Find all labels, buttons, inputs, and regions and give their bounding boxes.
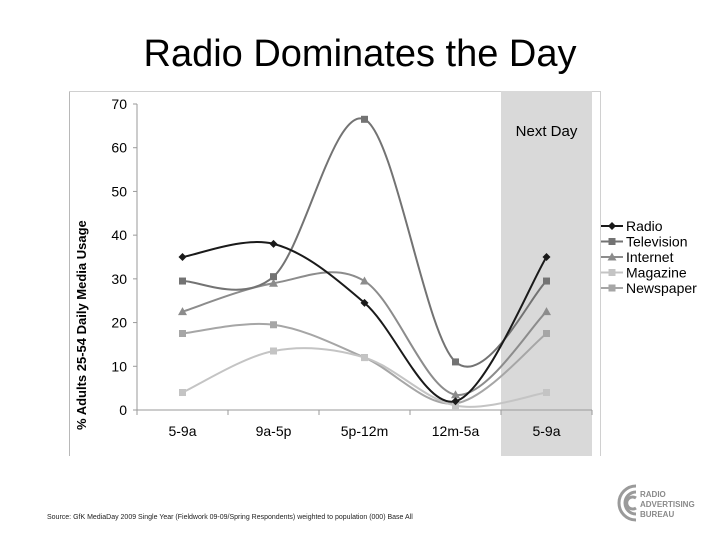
legend-marker-radio	[608, 222, 616, 230]
y-tick-label: 20	[111, 315, 127, 331]
plot-frame-left	[69, 91, 70, 456]
legend-marker-magazine	[608, 269, 616, 276]
x-tick-label: 5-9a	[532, 423, 560, 439]
data-point-television	[179, 277, 186, 285]
data-point-newspaper	[270, 321, 277, 329]
data-point-internet	[451, 390, 460, 399]
data-point-internet	[178, 307, 187, 316]
data-point-internet	[269, 278, 278, 287]
legend-label-newspaper: Newspaper	[626, 280, 697, 296]
data-point-internet	[542, 307, 551, 316]
data-point-radio	[269, 239, 278, 248]
legend-marker-television	[608, 238, 616, 245]
y-tick-label: 10	[111, 358, 127, 374]
logo-text: RADIO ADVERTISING BUREAU	[640, 490, 695, 520]
data-point-magazine	[270, 347, 277, 355]
plot-frame-right	[600, 91, 601, 456]
data-point-radio	[360, 298, 369, 307]
data-point-magazine	[361, 354, 368, 362]
legend-label-radio: Radio	[626, 218, 663, 234]
logo-line-2: ADVERTISING	[640, 500, 695, 509]
x-tick-label: 5-9a	[168, 423, 196, 439]
legend-marker-newspaper	[608, 284, 616, 292]
y-tick-label: 0	[119, 402, 127, 418]
y-axis-label: % Adults 25-54 Daily Media Usage	[74, 220, 89, 430]
y-tick-label: 60	[111, 140, 127, 156]
data-point-internet	[360, 276, 369, 285]
y-tick-label: 30	[111, 271, 127, 287]
data-point-magazine	[543, 389, 550, 397]
y-tick-label: 70	[111, 96, 127, 112]
data-point-television	[543, 277, 550, 285]
data-point-newspaper	[543, 330, 550, 337]
y-tick-label: 40	[111, 227, 127, 243]
data-point-television	[270, 273, 277, 281]
data-point-television	[452, 358, 459, 366]
legend-marker-internet	[607, 252, 617, 261]
series-line-radio	[182, 241, 548, 403]
next-day-label: Next Day	[516, 123, 578, 140]
next-day-band	[501, 91, 592, 456]
data-point-radio	[451, 397, 460, 406]
data-point-magazine	[452, 402, 459, 410]
data-point-radio	[542, 253, 551, 261]
series-line-television	[182, 117, 548, 368]
data-point-television	[361, 115, 368, 123]
legend-label-internet: Internet	[626, 249, 674, 265]
x-tick-label: 12m-5a	[432, 423, 480, 439]
data-point-radio	[178, 253, 187, 261]
y-tick-label: 50	[111, 183, 127, 199]
logo-line-3: BUREAU	[640, 510, 675, 519]
x-tick-label: 5p-12m	[341, 423, 388, 439]
rab-swirl-logo-icon	[617, 484, 637, 522]
chart-title: Radio Dominates the Day	[143, 33, 577, 75]
data-point-magazine	[179, 389, 186, 397]
x-tick-label: 9a-5p	[256, 423, 292, 439]
data-point-newspaper	[179, 330, 186, 337]
plot-frame-top	[69, 91, 601, 92]
source-note: Source: GfK MediaDay 2009 Single Year (F…	[47, 514, 413, 521]
legend-label-television: Television	[626, 234, 687, 250]
rab-logo: RADIO ADVERTISING BUREAU	[610, 480, 710, 528]
legend-label-magazine: Magazine	[626, 265, 687, 281]
logo-line-1: RADIO	[640, 490, 666, 499]
